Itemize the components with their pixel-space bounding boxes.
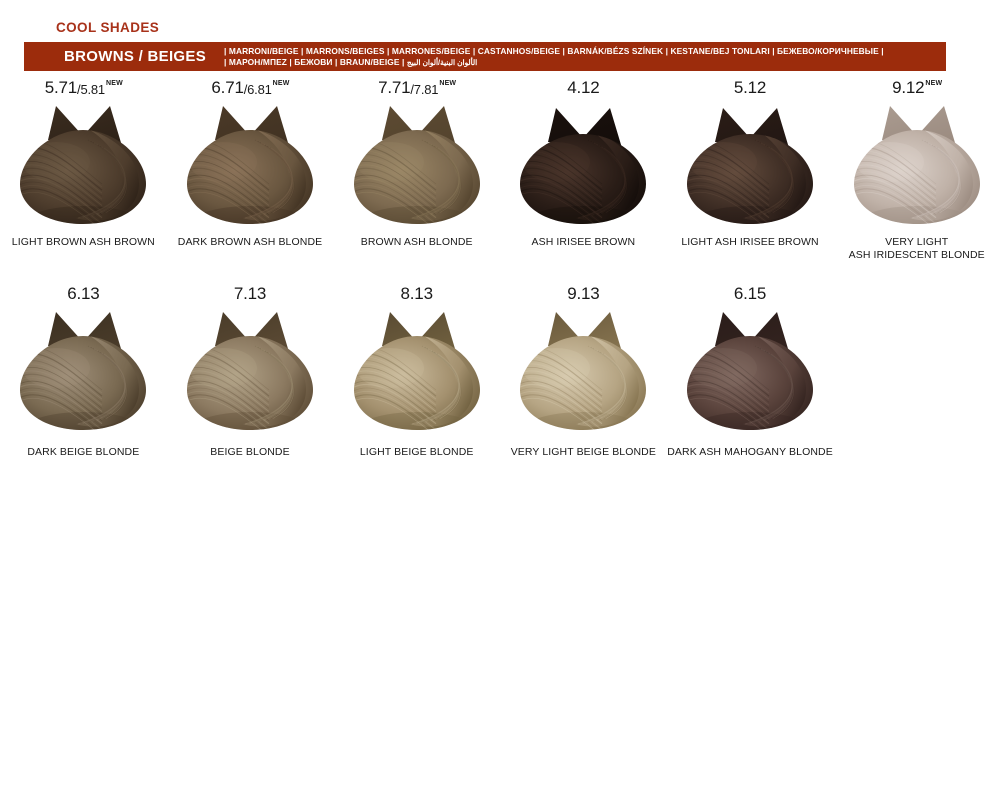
translations-arabic: الألوان البنية/ألوان البيج xyxy=(406,57,478,67)
shade-card[interactable]: 4.12 xyxy=(500,74,667,262)
shade-name: DARK ASH MAHOGANY BLONDE xyxy=(667,446,833,458)
category-band: BROWNS / BEIGES | MARRONI/BEIGE | MARRON… xyxy=(24,42,946,71)
shade-code: 9.12 NEW xyxy=(892,74,943,97)
category-translations: | MARRONI/BEIGE | MARRONS/BEIGES | MARRO… xyxy=(220,42,946,71)
shade-code-alt: /7.81 xyxy=(410,82,439,97)
shade-code-main: 9.13 xyxy=(567,284,600,303)
shade-card[interactable]: 7.71/7.81 NEW xyxy=(333,74,500,262)
shade-row-1: 5.71/5.81 NEW xyxy=(0,74,1000,262)
shade-card[interactable]: 6.13 xyxy=(0,280,167,459)
shade-code: 9.13 xyxy=(567,280,599,302)
shade-card[interactable]: 8.13 xyxy=(333,280,500,459)
shade-card[interactable]: 6.71/6.81 NEW xyxy=(167,74,334,262)
shade-code-main: 6.71 xyxy=(211,78,244,97)
shade-code-main: 9.12 xyxy=(892,78,925,97)
shade-card[interactable]: 6.15 xyxy=(667,280,834,459)
shade-row-2: 6.13 xyxy=(0,280,1000,459)
new-badge: NEW xyxy=(439,80,457,87)
shade-name: LIGHT BEIGE BLONDE xyxy=(359,446,474,458)
shade-name: BROWN ASH BLONDE xyxy=(360,236,473,248)
cool-shades-label: COOL SHADES xyxy=(56,20,160,35)
new-badge: NEW xyxy=(925,80,943,87)
shade-code-main: 8.13 xyxy=(400,284,433,303)
shade-code-main: 5.12 xyxy=(733,78,767,97)
new-badge: NEW xyxy=(105,80,123,87)
shade-code: 5.12 xyxy=(734,74,766,96)
new-badge: NEW xyxy=(272,80,290,87)
shade-name: LIGHT ASH IRISEE BROWN xyxy=(681,236,819,248)
shade-card[interactable]: 9.12 NEW xyxy=(833,74,1000,262)
shade-code-alt: /6.81 xyxy=(243,82,272,97)
shade-name: VERY LIGHT BEIGE BLONDE xyxy=(510,446,656,458)
shade-code: 6.13 xyxy=(67,280,99,302)
shade-card[interactable]: 9.13 xyxy=(500,280,667,459)
shade-card[interactable]: 7.13 xyxy=(167,280,334,459)
shade-code: 6.71/6.81 NEW xyxy=(211,74,290,97)
shade-code-main: 7.71 xyxy=(378,78,411,97)
hair-swatch-icon xyxy=(671,100,829,230)
category-title: BROWNS / BEIGES xyxy=(64,48,207,65)
shade-code-main: 5.71 xyxy=(44,78,78,97)
shade-code: 7.13 xyxy=(234,280,266,302)
shade-code: 7.71/7.81 NEW xyxy=(378,74,457,97)
hair-swatch-icon xyxy=(504,306,662,436)
shade-name: ASH IRISEE BROWN xyxy=(531,236,636,248)
hair-swatch-icon xyxy=(171,306,329,436)
translations-line-2: | МАРОН/МПEZ | БЕЖОВИ | BRAUN/BEIGE | ال… xyxy=(224,57,938,68)
hair-swatch-icon xyxy=(338,306,496,436)
shade-code: 8.13 xyxy=(401,280,433,302)
hair-swatch-icon xyxy=(838,100,996,230)
shade-code: 4.12 xyxy=(567,74,599,96)
shade-card[interactable]: 5.71/5.81 NEW xyxy=(0,74,167,262)
shade-code: 5.71/5.81 NEW xyxy=(44,74,123,97)
shade-code-main: 7.13 xyxy=(233,284,267,303)
shade-code: 6.15 xyxy=(734,280,766,302)
shade-name: LIGHT BROWN ASH BROWN xyxy=(11,236,155,248)
grid-spacer xyxy=(833,280,1000,459)
shade-code-main: 4.12 xyxy=(567,78,600,97)
shade-code-main: 6.15 xyxy=(733,284,767,303)
translations-line-2-latin: | МАРОН/МПEZ | БЕЖОВИ | BRAUN/BEIGE | xyxy=(224,56,405,67)
shade-card[interactable]: 5.12 xyxy=(667,74,834,262)
hair-swatch-icon xyxy=(4,306,162,436)
shade-name: DARK BROWN ASH BLONDE xyxy=(177,236,323,248)
hair-swatch-icon xyxy=(4,100,162,230)
hair-swatch-icon xyxy=(671,306,829,436)
shade-name: VERY LIGHT ASH IRIDESCENT BLONDE xyxy=(848,236,985,261)
translations-line-1: | MARRONI/BEIGE | MARRONS/BEIGES | MARRO… xyxy=(224,45,884,56)
hair-swatch-icon xyxy=(171,100,329,230)
shade-code-main: 6.13 xyxy=(67,284,100,303)
hair-swatch-icon xyxy=(504,100,662,230)
shade-name: DARK BEIGE BLONDE xyxy=(27,446,140,458)
hair-swatch-icon xyxy=(338,100,496,230)
shade-name: BEIGE BLONDE xyxy=(210,446,290,458)
shade-code-alt: /5.81 xyxy=(77,82,105,97)
